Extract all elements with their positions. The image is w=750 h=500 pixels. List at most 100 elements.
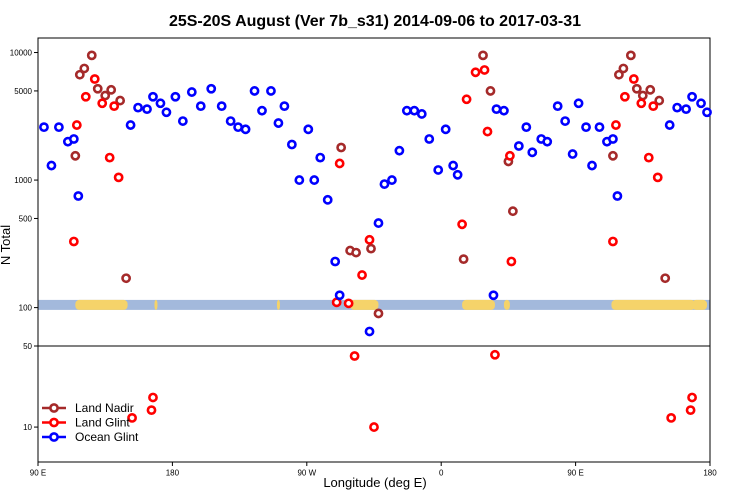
ocean-glint-point [387, 175, 397, 185]
legend-label-land-glint: Land Glint [75, 416, 130, 430]
land-glint-point [127, 412, 137, 423]
ocean-glint-point [148, 91, 158, 102]
axis-ticks: 90 E 180 90 W 0 90 E 180 10000 5000 1000 500 100 50… [10, 49, 717, 478]
ocean-glint-point [552, 101, 563, 112]
land-nadir-point [115, 95, 126, 106]
legend-label-ocean-glint: Ocean Glint [75, 430, 139, 444]
ocean-glint-point [170, 91, 181, 102]
x-tick-label: 180 [703, 469, 717, 478]
land-segment [154, 299, 158, 310]
land-nadir-point [70, 150, 81, 161]
ocean-glint-point [249, 86, 260, 96]
ocean-glint-point [206, 83, 217, 94]
ocean-glint-point [334, 290, 345, 301]
legend-label-land-nadir: Land Nadir [75, 401, 134, 415]
legend-marker-land-nadir [49, 403, 59, 413]
ocean-glint-point [286, 139, 297, 150]
land-nadir-point [625, 50, 636, 61]
land-nadir-point [485, 86, 496, 96]
land-nadir-point [92, 83, 103, 94]
ocean-glint-point [266, 86, 276, 96]
y-tick-label: 5000 [14, 87, 32, 96]
land-nadir-point [74, 69, 85, 80]
land-nadir-point [106, 84, 117, 95]
y-tick-label: 1000 [14, 176, 32, 185]
land-glint-point [506, 256, 517, 267]
land-nadir-point [618, 63, 629, 74]
x-tick-label: 90 E [30, 469, 46, 478]
y-tick-label: 100 [19, 304, 33, 313]
land-glint-point [104, 152, 115, 163]
ocean-glint-point [364, 326, 375, 337]
land-glint-point [687, 392, 697, 403]
y-tick-label: 50 [23, 342, 32, 351]
legend-marker-ocean-glint [49, 432, 59, 442]
ocean-glint-point [567, 149, 578, 159]
ocean-glint-point [142, 104, 152, 115]
ocean-glint-point [155, 98, 166, 109]
ocean-glint-point [39, 122, 49, 133]
ocean-glint-point [664, 120, 675, 130]
ocean-glint-point [542, 136, 553, 147]
ocean-glint-point [303, 124, 314, 135]
x-tick-label: 90 E [567, 469, 583, 478]
ocean-glint-point [672, 102, 683, 113]
ocean-glint-point [491, 104, 502, 115]
ocean-glint-point [587, 160, 597, 171]
land-nadir-point [336, 142, 347, 153]
land-nadir-point [614, 69, 624, 80]
land-glint-point [611, 120, 621, 130]
land-nadir-point [86, 50, 97, 61]
ocean-glint-point [448, 160, 459, 171]
land-glint-point [357, 270, 367, 280]
land-glint-point [349, 351, 360, 361]
ocean-glint-point [409, 105, 420, 116]
land-segment [462, 299, 495, 310]
ocean-glint-point [401, 105, 412, 116]
land-nadir-point [608, 150, 618, 161]
ocean-glint-point [73, 191, 84, 201]
land-nadir-point [121, 273, 132, 284]
land-glint-point [89, 74, 100, 84]
ocean-glint-point [612, 191, 623, 201]
ocean-glint-point [424, 134, 435, 144]
ocean-glint-point [394, 145, 405, 156]
land-glint-point [636, 98, 647, 109]
ocean-glint-point [702, 107, 712, 118]
chart-title: 25S-20S August (Ver 7b_s31) 2014-09-06 t… [169, 13, 581, 30]
ocean-glint-point [225, 116, 236, 126]
ocean-glint-point [273, 118, 284, 128]
land-glint-point [482, 126, 493, 137]
land-glint-point [608, 236, 618, 247]
ocean-glint-point [433, 165, 444, 175]
land-glint-point [643, 152, 654, 163]
ocean-glint-point [373, 218, 384, 228]
land-glint-point [364, 234, 375, 245]
ocean-glint-point [608, 134, 618, 144]
x-axis-label: Longitude (deg E) [323, 475, 426, 490]
land-segment [503, 299, 510, 310]
land-nadir-point [631, 83, 642, 94]
land-glint-point [109, 101, 120, 112]
land-glint-point [470, 67, 481, 78]
land-segment [75, 299, 128, 310]
plot-frame [37, 37, 711, 463]
y-tick-label: 10 [23, 423, 32, 432]
ocean-glint-point [294, 175, 305, 185]
ocean-glint-point [687, 91, 697, 102]
ocean-glint-point [527, 147, 538, 158]
land-segment [276, 299, 280, 310]
ocean-glint-point [416, 109, 427, 119]
ocean-glint-point [573, 98, 584, 109]
ocean-glint-point [581, 122, 591, 133]
land-glint-point [666, 412, 677, 423]
land-glint-point [343, 298, 354, 309]
land-glint-point [369, 422, 379, 432]
ocean-glint-point [440, 124, 451, 135]
ocean-glint-point [133, 102, 143, 113]
x-tick-label: 180 [166, 469, 180, 478]
land-nadir-point [100, 90, 111, 101]
y-tick-label: 10000 [10, 49, 33, 58]
land-nadir-point [351, 247, 361, 258]
